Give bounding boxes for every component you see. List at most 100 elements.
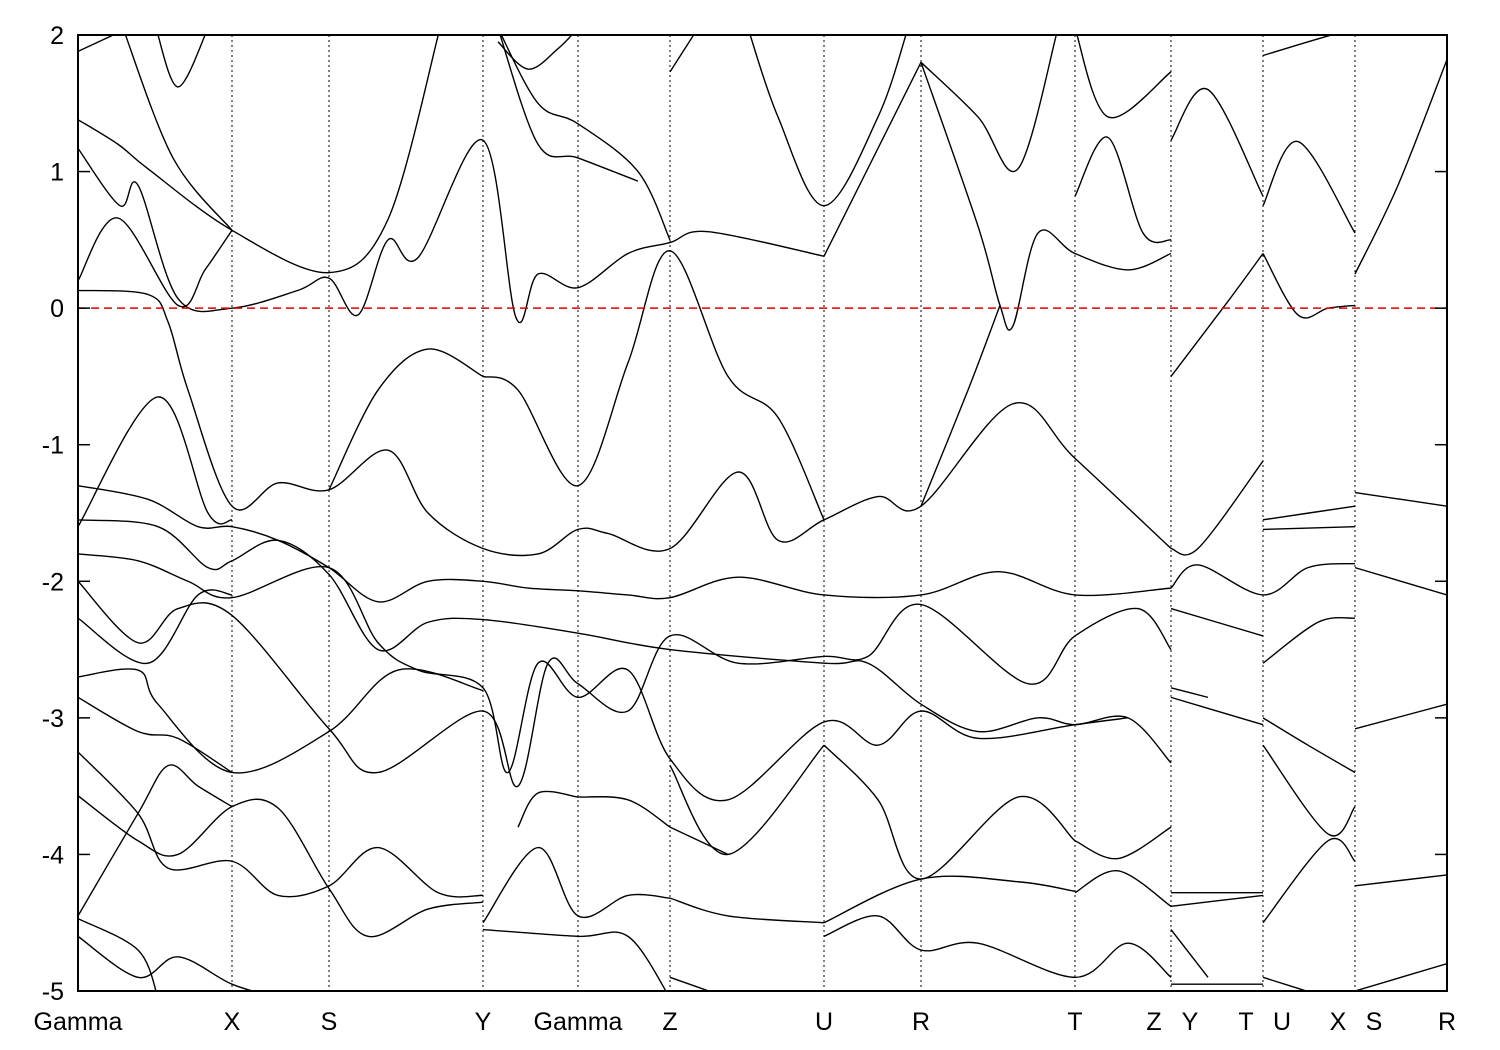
band-line (482, 250, 825, 521)
band-line (823, 62, 922, 257)
band-line (1170, 929, 1209, 978)
band-line (669, 35, 695, 73)
x-tick-label: X (224, 1008, 241, 1036)
y-tick-label: 1 (50, 159, 64, 187)
x-tick-label: S (1366, 1008, 1383, 1036)
band-line (749, 35, 907, 207)
band-line (1074, 870, 1172, 907)
band-line (1262, 525, 1356, 531)
band-line (78, 35, 115, 53)
band-line (1170, 687, 1209, 699)
y-tick-label: -2 (42, 568, 64, 596)
band-line (1262, 616, 1356, 664)
band-line (78, 917, 157, 991)
band-line (78, 795, 484, 938)
x-axis: Gamma X S Y Gamma Z U R T Z Y T U X S R (34, 1008, 1456, 1036)
band-line (78, 668, 484, 774)
band-line (78, 217, 233, 308)
band-line (78, 35, 439, 274)
high-symmetry-gridlines (231, 35, 1356, 991)
band-line (78, 751, 484, 898)
band-line (1170, 607, 1264, 637)
x-tick-label: Y (475, 1008, 492, 1036)
band-line (1262, 35, 1334, 57)
band-line (669, 976, 711, 991)
band-line (499, 35, 639, 182)
band-line (157, 35, 206, 88)
x-tick-label: T (1067, 1008, 1082, 1036)
band-line (1354, 59, 1447, 275)
x-tick-label: Z (662, 1008, 677, 1036)
band-line (78, 519, 1172, 764)
band-line (328, 348, 484, 491)
y-tick-label: -4 (42, 841, 64, 869)
band-line (1262, 976, 1309, 991)
bands (78, 35, 1447, 991)
band-line (669, 744, 825, 856)
band-line (1262, 837, 1356, 924)
y-axis: -5 -4 -3 -2 -1 0 1 2 (42, 22, 1447, 1006)
band-line (78, 139, 825, 323)
x-tick-label: U (1273, 1008, 1291, 1036)
band-line (78, 289, 1172, 557)
band-line (577, 796, 671, 828)
band-line (1170, 460, 1264, 556)
band-line (78, 484, 1172, 603)
band-line (124, 35, 233, 231)
band-line (1262, 744, 1356, 837)
band-line (823, 744, 1076, 880)
band-line (500, 35, 671, 241)
band-line (78, 580, 1172, 787)
x-tick-label: U (815, 1008, 833, 1036)
x-tick-label: Z (1146, 1008, 1161, 1036)
band-line (78, 935, 255, 991)
band-line (1170, 562, 1356, 596)
band-line (482, 928, 667, 991)
band-line (1170, 253, 1264, 377)
y-tick-label: -5 (42, 978, 64, 1006)
y-tick-label: 0 (50, 295, 64, 323)
band-line (1262, 717, 1356, 774)
band-line (669, 826, 729, 856)
band-line (517, 790, 579, 828)
x-tick-label: Gamma (534, 1008, 623, 1036)
x-tick-label: T (1238, 1008, 1253, 1036)
band-line (1262, 505, 1356, 521)
band-line (1076, 35, 1172, 119)
band-line (1170, 696, 1264, 726)
band-line (78, 589, 233, 664)
plot-frame (77, 34, 1448, 992)
band-line (1262, 140, 1356, 234)
band-line (1170, 894, 1264, 908)
band-line (920, 305, 1001, 507)
band-line (1262, 253, 1356, 319)
band-line (78, 396, 233, 528)
band-line (823, 875, 1076, 924)
band-line (1354, 703, 1447, 730)
x-tick-label: X (1330, 1008, 1347, 1036)
band-line (78, 696, 233, 774)
x-tick-label: R (1438, 1008, 1456, 1036)
band-line (1170, 87, 1264, 197)
band-line (920, 62, 1172, 331)
band-line (482, 846, 671, 924)
band-line (669, 897, 825, 924)
y-tick-label: -1 (42, 432, 64, 460)
x-tick-label: Gamma (34, 1008, 123, 1036)
band-line (1354, 963, 1447, 991)
x-tick-label: Y (1182, 1008, 1199, 1036)
band-line (1354, 566, 1447, 596)
band-line (823, 915, 1172, 979)
y-tick-label: -3 (42, 705, 64, 733)
band-line (1074, 826, 1172, 860)
band-line (1074, 136, 1172, 244)
band-line (1354, 874, 1447, 887)
band-line (497, 35, 573, 70)
x-tick-label: R (912, 1008, 930, 1036)
y-tick-label: 2 (50, 22, 64, 50)
band-line (78, 764, 233, 917)
band-line (920, 35, 1057, 173)
band-line (78, 553, 1129, 802)
x-tick-label: S (321, 1008, 338, 1036)
